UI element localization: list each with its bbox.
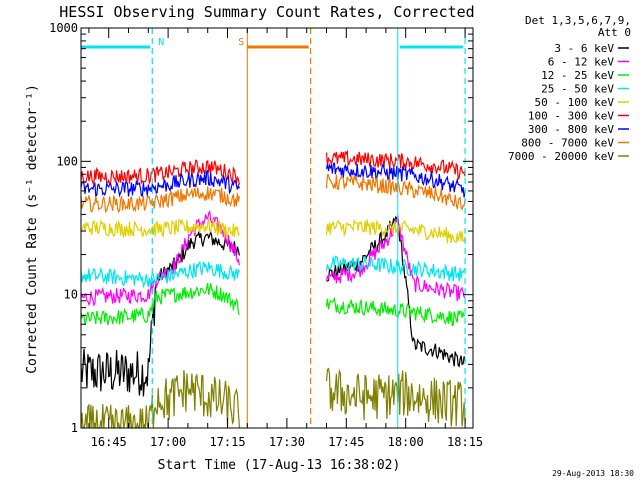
legend-label-7: 300 - 800 keV: [528, 123, 614, 136]
x-tick-label-5: 17:45: [328, 435, 364, 449]
y-axis-label: Corrected Count Rate (s⁻¹ detector⁻¹): [25, 84, 40, 374]
y-tick-label-2: 10: [64, 288, 78, 302]
chart-title: HESSI Observing Summary Count Rates, Cor…: [59, 3, 474, 21]
x-tick-label-2: 17:00: [150, 435, 186, 449]
legend-header-line-1: Det 1,3,5,6,7,9,: [525, 14, 631, 27]
series-line-4: [80, 255, 466, 289]
series-line-3: [80, 282, 466, 327]
plot-frame: [80, 27, 474, 429]
annotation-label-2: S: [238, 37, 244, 48]
plot-area: N S 1 10 100 1000 16:45 17:00 17:15 17:30 17:45 18:…: [49, 21, 483, 449]
y-tick-label-1: 1: [71, 421, 78, 435]
series-line-5: [80, 217, 466, 244]
y-tick-label-4: 1000: [49, 21, 78, 35]
x-tick-label-7: 18:15: [447, 435, 483, 449]
legend-label-9: 7000 - 20000 keV: [508, 150, 614, 163]
x-tick-label-4: 17:30: [269, 435, 305, 449]
x-axis-label: Start Time (17-Aug-13 16:38:02): [158, 458, 401, 473]
legend-label-1: 3 - 6 keV: [554, 42, 614, 55]
legend-header-line-2: Att 0: [598, 26, 631, 39]
series-line-9: [80, 367, 466, 429]
legend-label-6: 100 - 300 keV: [528, 110, 614, 123]
y-tick-label-3: 100: [56, 154, 78, 168]
x-tick-label-1: 16:45: [91, 435, 127, 449]
legend-label-4: 25 - 50 keV: [541, 83, 614, 96]
legend-label-8: 800 - 7000 keV: [521, 137, 614, 150]
legend-label-2: 6 - 12 keV: [548, 56, 615, 69]
series-line-7: [80, 162, 466, 198]
timestamp-text: 29-Aug-2013 18:30: [552, 469, 634, 478]
x-tick-label-3: 17:15: [209, 435, 245, 449]
series-line-6: [80, 149, 466, 187]
legend-label-3: 12 - 25 keV: [541, 69, 614, 82]
series-line-8: [80, 174, 466, 214]
x-tick-label-6: 18:00: [388, 435, 424, 449]
annotation-label-1: N: [158, 37, 164, 48]
legend-label-5: 50 - 100 keV: [535, 96, 615, 109]
